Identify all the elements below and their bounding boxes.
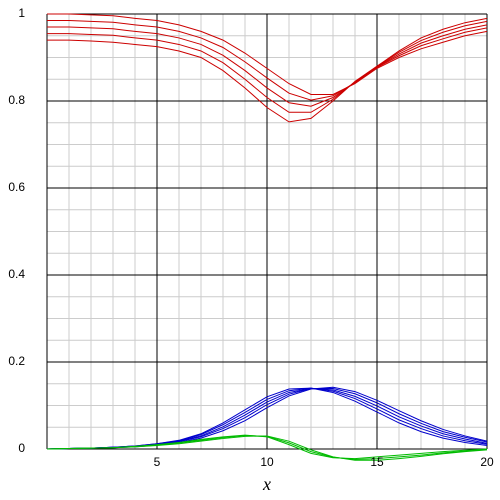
plot-lines <box>46 13 488 461</box>
x-tick-label: 15 <box>370 455 384 469</box>
line <box>47 13 488 95</box>
line <box>47 20 488 101</box>
y-tick-label: 0 <box>18 441 25 455</box>
y-tick-label: 0.2 <box>8 354 25 368</box>
x-tick-label: 10 <box>260 455 274 469</box>
x-tick-label: 20 <box>480 455 494 469</box>
y-tick-label: 1 <box>18 6 25 20</box>
x-axis-label: x <box>262 474 271 494</box>
line <box>46 435 488 461</box>
line <box>47 20 488 113</box>
line <box>47 17 488 123</box>
y-tick-label: 0.4 <box>8 267 25 281</box>
x-tick-label: 5 <box>154 455 161 469</box>
line <box>47 24 488 107</box>
grid <box>46 13 488 450</box>
y-tick-label: 0.8 <box>8 93 25 107</box>
y-tick-label: 0.6 <box>8 180 25 194</box>
